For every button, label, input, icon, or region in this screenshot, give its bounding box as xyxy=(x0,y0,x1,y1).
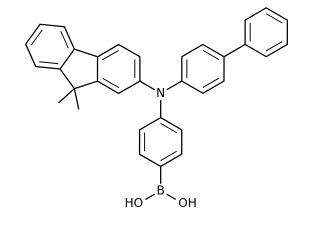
ring xyxy=(181,43,225,95)
methyl-bond xyxy=(73,88,80,110)
ring xyxy=(96,43,141,95)
bond xyxy=(73,48,99,58)
structure-diagram: N B HO OH xyxy=(24,7,288,210)
atom-label: N xyxy=(156,86,165,100)
ring xyxy=(138,116,183,168)
bond xyxy=(73,80,99,90)
ring xyxy=(244,7,288,58)
label-bg xyxy=(153,183,168,198)
label-bg xyxy=(153,86,168,101)
molecule: N B HO OH xyxy=(24,7,288,210)
atom-label: OH xyxy=(178,196,197,210)
atom-label: B xyxy=(157,184,165,198)
page: {"atoms": {"nitrogen": "N", "boron": "B"… xyxy=(24,7,288,210)
methyl-bond xyxy=(58,88,75,104)
double-bonds xyxy=(249,13,283,52)
ring xyxy=(24,23,76,70)
bond xyxy=(59,68,75,90)
double-bonds xyxy=(144,122,178,162)
label-bg xyxy=(132,196,147,210)
bond xyxy=(223,43,246,58)
double-bonds xyxy=(186,49,220,89)
label-bg xyxy=(174,195,189,210)
atom-label: HO xyxy=(125,196,144,210)
